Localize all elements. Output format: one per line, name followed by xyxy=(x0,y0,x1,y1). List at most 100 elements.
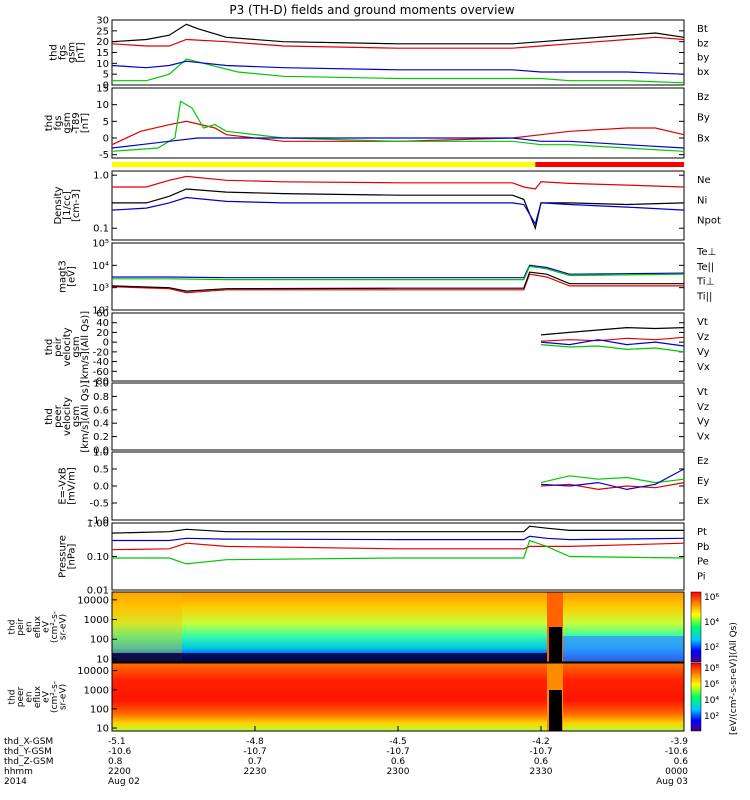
legend-entry: Npot xyxy=(697,216,721,227)
series-Ti⊥ xyxy=(112,264,685,279)
spectrogram-electron-black xyxy=(549,690,562,731)
x-tick-label: -10.7 xyxy=(529,747,552,757)
y-axis-label: thd xyxy=(44,115,55,132)
x-tick-label: 0.8 xyxy=(108,757,123,767)
legend-entry: Vt xyxy=(697,387,708,398)
legend-entry: Pi xyxy=(697,571,706,582)
spec-y-label: (cm²-s- xyxy=(50,681,60,713)
y-axis-label: [nPa] xyxy=(67,543,78,569)
y-tick-label: -1.0 xyxy=(89,516,109,527)
x-tick-label: Aug 02 xyxy=(108,777,140,787)
panel-3: 10² 10³ 10⁴ 10⁵ magt3[eV] Te⊥ Te|| Ti⊥ Ti|| xyxy=(58,239,717,317)
x-tick-label: 2330 xyxy=(530,767,553,777)
series-Bx xyxy=(111,137,685,149)
colorbar-tick-label: 10² xyxy=(704,712,719,722)
mode-bar xyxy=(112,162,684,167)
x-tick-label: -5.1 xyxy=(108,737,126,747)
y-tick-label: -0.5 xyxy=(89,499,109,510)
y-tick-label: 0.4 xyxy=(93,419,109,430)
spec-y-label: eflux xyxy=(33,685,43,708)
series-Vz xyxy=(540,336,685,342)
x-tick-label: 0000 xyxy=(665,767,688,777)
series-Vt xyxy=(540,326,685,336)
y-tick-label: 10³ xyxy=(92,283,109,294)
y-tick-label: 0.10 xyxy=(87,552,109,563)
y-tick-label: 60 xyxy=(96,309,109,320)
y-axis-label: thd xyxy=(49,44,60,61)
y-tick-label: 1.0 xyxy=(93,379,109,390)
legend-entry: Bz xyxy=(697,92,709,103)
legend-entry: Vx xyxy=(697,362,710,373)
x-tick-label: 2200 xyxy=(108,767,131,777)
x-tick-label: -3.9 xyxy=(670,737,688,747)
spec-y-tick-label: 100 xyxy=(90,704,109,715)
series-Ni xyxy=(112,188,685,231)
y-axis-label: velocity xyxy=(62,397,73,436)
y-tick-label: 0.6 xyxy=(93,405,109,416)
y-axis-label: [eV] xyxy=(67,266,78,287)
colorbar-tick-label: 10⁶ xyxy=(704,593,719,603)
legend-entry: Vx xyxy=(697,431,710,442)
legend-entry: Ti|| xyxy=(696,291,712,302)
panel-2: 0.1 1.0 Density[1/cc][cm-3] Ne Ni Npot xyxy=(53,170,721,241)
y-axis-label: Density xyxy=(53,186,64,224)
spec-y-tick-label: 10 xyxy=(96,724,109,735)
colorbar-label: [eV/(cm²-s-sr-eV)](All Qs) xyxy=(729,622,739,735)
plot-title: P3 (TH-D) fields and ground moments over… xyxy=(229,3,514,17)
panel-frame xyxy=(111,19,685,86)
y-tick-label: 15 xyxy=(96,48,109,59)
y-tick-label: 0 xyxy=(103,134,109,145)
line-panels: 051015202530thdfgsgsm[nT]Btbzbybx-505101… xyxy=(44,16,721,597)
legend-entry: Bx xyxy=(697,133,710,144)
y-tick-label: 30 xyxy=(96,16,109,27)
y-axis-label: [cm-3] xyxy=(71,189,82,222)
y-tick-label: 0.0 xyxy=(93,446,109,457)
y-tick-label: 1.0 xyxy=(93,171,109,182)
y-axis-label: thd xyxy=(44,339,55,356)
x-row-label: thd_Z-GSM xyxy=(4,757,53,767)
y-axis-label: fgs xyxy=(58,45,69,60)
spec-y-label: thd xyxy=(8,690,18,705)
legend-entry: Pb xyxy=(697,542,709,553)
y-tick-label: -80 xyxy=(93,377,109,388)
spec-y-label: (cm²-s- xyxy=(50,611,60,643)
spectrogram-electron-bg xyxy=(112,663,684,731)
x-tick-label: -4.5 xyxy=(389,737,407,747)
spec-y-label: eV xyxy=(42,620,52,633)
y-tick-label: 0.5 xyxy=(93,465,109,476)
legend-entry: Ni xyxy=(697,195,707,206)
y-tick-label: -5 xyxy=(99,150,109,161)
legend-entry: Ne xyxy=(697,175,711,186)
spectrogram-ion-bottom xyxy=(112,653,547,662)
legend-entry: bz xyxy=(697,38,709,49)
legend-entry: Te|| xyxy=(696,262,714,273)
y-tick-label: 0.01 xyxy=(87,586,109,597)
y-tick-label: 10⁵ xyxy=(92,239,109,250)
panel-5: 0.0 0.2 0.4 0.6 0.8 1.0 thdpeervelocitygsm[km/… xyxy=(44,379,710,457)
y-axis-label: E=-VxB xyxy=(58,467,69,504)
y-tick-label: 0.8 xyxy=(93,392,109,403)
panel-frame xyxy=(111,382,685,451)
legend-entry: Vz xyxy=(697,332,709,343)
colorbar-ion xyxy=(690,591,702,663)
legend-entry: bx xyxy=(697,67,709,78)
colorbar-tick-label: 10⁸ xyxy=(704,664,719,674)
series-Vy xyxy=(540,344,685,353)
series-Pt xyxy=(111,525,684,534)
y-tick-label: 10 xyxy=(96,100,109,111)
y-axis-label: -T89 xyxy=(71,112,82,134)
y-axis-label: gsm xyxy=(71,406,82,427)
panel-frame xyxy=(111,170,685,241)
series-Ne xyxy=(112,175,685,190)
x-tick-label: -4.8 xyxy=(246,737,264,747)
spec-y-tick-label: 100 xyxy=(90,635,109,646)
x-tick-label: Aug 03 xyxy=(656,777,688,787)
spec-y-tick-label: 10 xyxy=(96,654,109,665)
colorbar-tick-label: 10² xyxy=(704,643,719,653)
y-tick-label: -60 xyxy=(93,367,109,378)
x-tick-label: -10.7 xyxy=(386,747,409,757)
legend-entry: Bt xyxy=(697,24,708,35)
mode-bar-segment xyxy=(535,162,684,167)
